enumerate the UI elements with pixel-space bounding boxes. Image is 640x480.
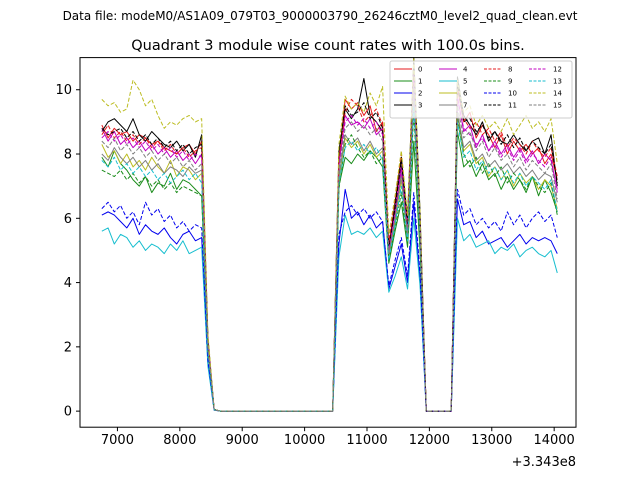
series-line-7 <box>101 92 558 412</box>
x-tick-label: 7000 <box>101 433 134 448</box>
series-line-11 <box>101 63 558 412</box>
series-line-12 <box>101 79 558 412</box>
legend-label-14: 14 <box>553 90 562 98</box>
legend-label-15: 15 <box>553 102 562 110</box>
legend-label-5: 5 <box>463 78 467 86</box>
series-line-14 <box>101 57 558 412</box>
axes-frame <box>79 57 577 428</box>
legend-label-10: 10 <box>508 90 517 98</box>
legend-label-8: 8 <box>508 66 512 74</box>
legend-label-3: 3 <box>418 102 422 110</box>
series-line-5 <box>101 214 558 412</box>
x-tick-label: 13000 <box>471 433 512 448</box>
legend-label-9: 9 <box>508 78 512 86</box>
legend-label-1: 1 <box>418 78 422 86</box>
series-line-10 <box>101 188 558 412</box>
legend-label-2: 2 <box>418 90 422 98</box>
legend-box <box>389 60 573 119</box>
series-line-15 <box>101 86 558 412</box>
series-line-6 <box>101 98 558 412</box>
series-line-2 <box>101 188 558 412</box>
y-tick-label: 2 <box>64 340 72 355</box>
y-tick-label: 6 <box>64 212 72 227</box>
legend-label-11: 11 <box>508 102 517 110</box>
legend-label-0: 0 <box>418 66 422 74</box>
y-axis-ticks: 0 2 4 6 8 10 <box>55 83 80 420</box>
legend-label-7: 7 <box>463 102 467 110</box>
y-tick-label: 4 <box>64 276 72 291</box>
series-line-13 <box>101 105 558 412</box>
x-tick-label: 14000 <box>533 433 574 448</box>
plot-lines <box>101 57 558 412</box>
x-axis-ticks: 7000 8000 9000 10000 11000 12000 13000 14000 <box>101 427 575 448</box>
x-tick-label: 12000 <box>409 433 450 448</box>
x-tick-label: 11000 <box>346 433 387 448</box>
x-tick-label: 10000 <box>284 433 325 448</box>
y-tick-label: 0 <box>64 405 72 420</box>
legend-label-4: 4 <box>463 66 468 74</box>
chart-title: Quadrant 3 module wise count rates with … <box>131 38 525 54</box>
x-tick-label: 8000 <box>163 433 196 448</box>
y-tick-label: 8 <box>64 148 72 163</box>
legend-label-12: 12 <box>553 66 562 74</box>
legend-label-6: 6 <box>463 90 468 98</box>
y-tick-label: 10 <box>55 83 72 98</box>
series-line-8 <box>101 69 558 412</box>
legend-label-13: 13 <box>553 78 562 86</box>
x-offset-label: +3.343e8 <box>512 455 576 470</box>
chart-suptitle: Data file: modeM0/AS1A09_079T03_90000037… <box>63 9 578 23</box>
x-tick-label: 9000 <box>226 433 259 448</box>
series-line-4 <box>101 73 558 412</box>
